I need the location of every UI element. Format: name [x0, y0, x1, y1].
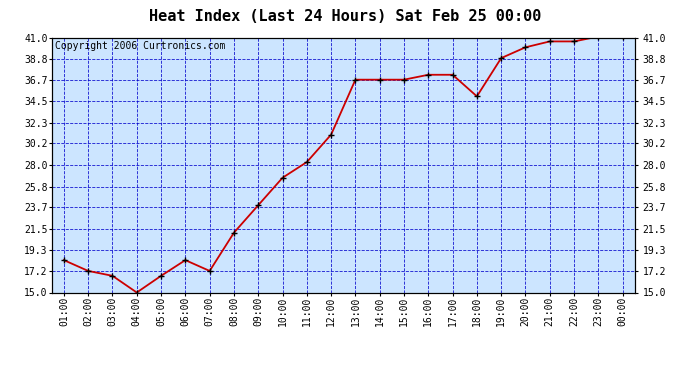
Text: Heat Index (Last 24 Hours) Sat Feb 25 00:00: Heat Index (Last 24 Hours) Sat Feb 25 00…: [149, 9, 541, 24]
Text: Copyright 2006 Curtronics.com: Copyright 2006 Curtronics.com: [55, 41, 225, 51]
